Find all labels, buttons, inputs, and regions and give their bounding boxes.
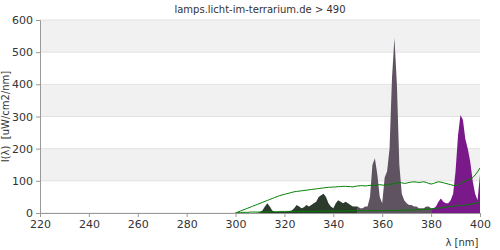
tick-mark xyxy=(36,149,40,150)
tick-mark xyxy=(36,117,40,118)
tick: 280 xyxy=(177,213,198,231)
tick-mark xyxy=(89,213,90,217)
tick-label: 500 xyxy=(12,46,33,59)
tick: 400 xyxy=(12,78,40,91)
tick-label: 400 xyxy=(12,78,33,91)
grid-line xyxy=(40,180,480,181)
tick-mark xyxy=(431,213,432,217)
spectrum-area xyxy=(236,194,358,213)
grid-line xyxy=(40,20,480,21)
x-axis-title: λ [nm] xyxy=(446,237,479,248)
curve-line xyxy=(236,202,480,213)
tick-mark xyxy=(480,213,481,217)
tick: 600 xyxy=(12,14,40,27)
tick-label: 240 xyxy=(79,218,100,231)
tick: 300 xyxy=(226,213,247,231)
tick-label: 100 xyxy=(12,175,33,188)
grid xyxy=(40,20,480,213)
tick: 260 xyxy=(128,213,149,231)
tick: 300 xyxy=(12,111,40,124)
tick: 320 xyxy=(274,213,295,231)
y-axis: 0 100 200 300 400 500 600 xyxy=(12,14,41,220)
grid-band xyxy=(40,84,480,116)
curve-line xyxy=(236,168,480,213)
tick: 380 xyxy=(421,213,442,231)
tick-mark xyxy=(333,213,334,217)
tick-label: 380 xyxy=(421,218,442,231)
tick: 500 xyxy=(12,46,40,59)
grid-line xyxy=(40,52,480,53)
tick-label: 280 xyxy=(177,218,198,231)
plot: 220 240 260 280 300 320 340 360 380 400 0 100 200 300… xyxy=(12,14,491,231)
tick: 340 xyxy=(323,213,344,231)
tick-mark xyxy=(382,213,383,217)
grid-line xyxy=(40,84,480,85)
tick-label: 220 xyxy=(30,218,51,231)
tick: 0 xyxy=(26,207,40,220)
tick-mark xyxy=(187,213,188,217)
tick-label: 200 xyxy=(12,143,33,156)
grid-line xyxy=(40,116,480,117)
tick-label: 340 xyxy=(323,218,344,231)
tick-label: 400 xyxy=(470,218,491,231)
title: lamps.licht-im-terrarium.de > 490 xyxy=(174,4,345,15)
tick-label: 260 xyxy=(128,218,149,231)
grid-line xyxy=(40,148,480,149)
axis-line xyxy=(36,21,41,214)
tick: 400 xyxy=(470,213,491,231)
chart: 220 240 260 280 300 320 340 360 380 400 0 100 200 300… xyxy=(0,0,500,250)
tick-mark xyxy=(36,52,40,53)
tick: 100 xyxy=(12,175,40,188)
tick-mark xyxy=(284,213,285,217)
tick-label: 300 xyxy=(12,111,33,124)
axis-line xyxy=(41,214,481,218)
tick-label: 600 xyxy=(12,14,33,27)
tick-mark xyxy=(36,213,40,214)
tick-label: 360 xyxy=(372,218,393,231)
spectrum-area xyxy=(358,38,431,213)
tick-mark xyxy=(36,181,40,182)
tick-mark xyxy=(36,20,40,21)
spectrum-area xyxy=(431,115,480,213)
series-group xyxy=(236,38,480,213)
tick-mark xyxy=(138,213,139,217)
tick: 360 xyxy=(372,213,393,231)
y-axis-title: I(λ) [uW/cm2/nm] xyxy=(0,71,11,163)
tick-label: 0 xyxy=(26,207,33,220)
tick-label: 320 xyxy=(274,218,295,231)
tick: 240 xyxy=(79,213,100,231)
tick-mark xyxy=(236,213,237,217)
grid-band xyxy=(40,149,480,181)
tick-label: 300 xyxy=(226,218,247,231)
tick: 200 xyxy=(12,143,40,156)
tick-mark xyxy=(36,84,40,85)
tick: 220 xyxy=(30,213,51,231)
x-axis: 220 240 260 280 300 320 340 360 380 400 xyxy=(30,213,491,231)
grid-band xyxy=(40,20,480,52)
